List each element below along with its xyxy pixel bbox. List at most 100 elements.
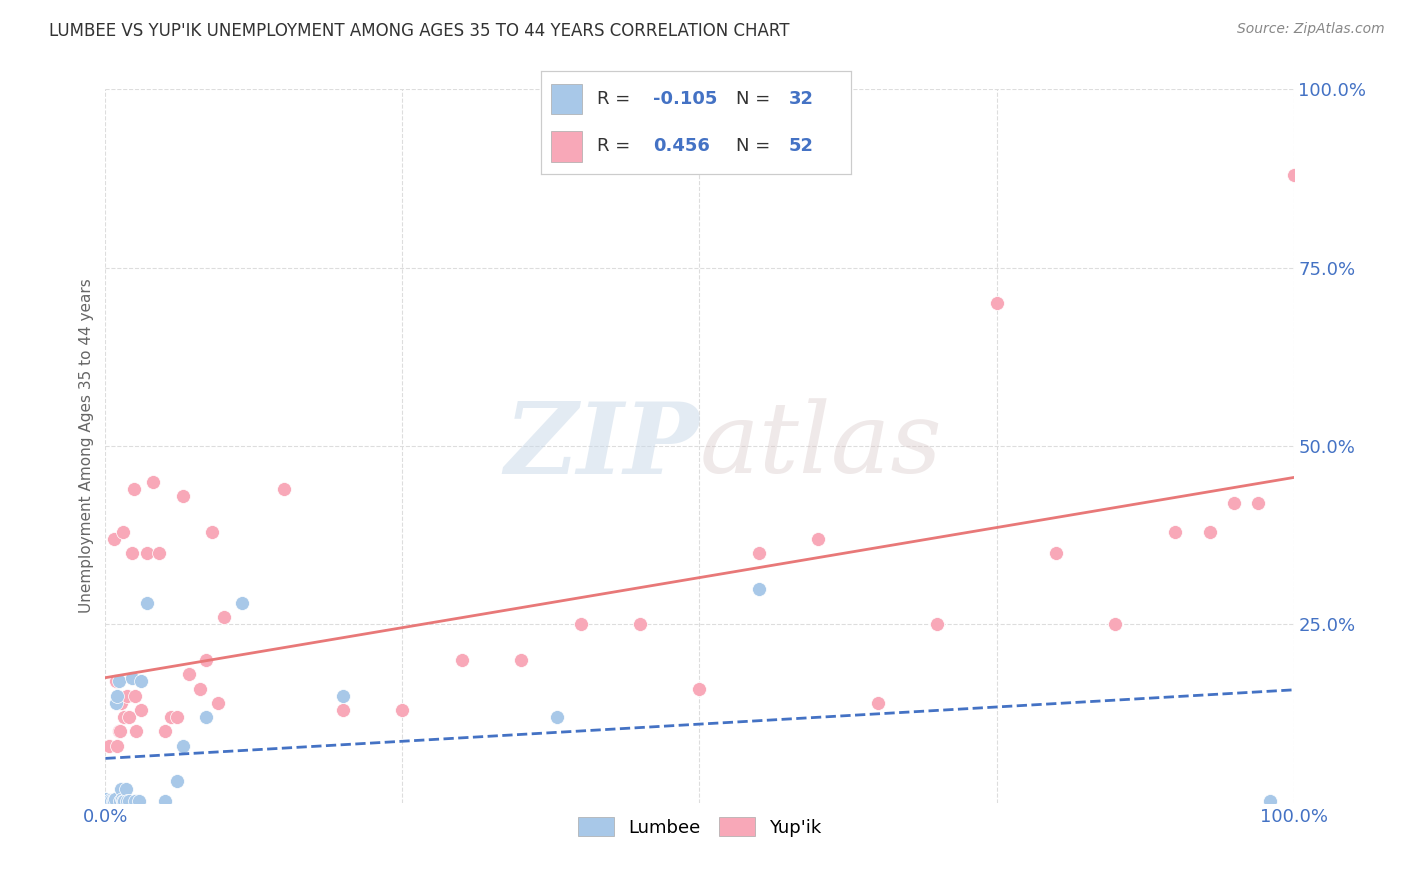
Text: 0.456: 0.456	[652, 137, 710, 155]
Point	[159, 710, 181, 724]
Point	[1199, 524, 1222, 539]
Point	[107, 724, 129, 739]
Point	[231, 596, 253, 610]
Y-axis label: Unemployment Among Ages 35 to 44 years: Unemployment Among Ages 35 to 44 years	[79, 278, 94, 614]
Point	[103, 532, 125, 546]
Text: 52: 52	[789, 137, 814, 155]
Text: N =: N =	[737, 137, 776, 155]
Text: Source: ZipAtlas.com: Source: ZipAtlas.com	[1237, 22, 1385, 37]
Point	[115, 689, 138, 703]
Point	[201, 524, 224, 539]
Point	[1247, 496, 1270, 510]
Point	[748, 582, 770, 596]
Point	[1258, 794, 1281, 808]
Point	[391, 703, 413, 717]
Text: LUMBEE VS YUP'IK UNEMPLOYMENT AMONG AGES 35 TO 44 YEARS CORRELATION CHART: LUMBEE VS YUP'IK UNEMPLOYMENT AMONG AGES…	[49, 22, 790, 40]
Point	[207, 696, 229, 710]
Point	[172, 489, 194, 503]
Point	[105, 739, 128, 753]
Point	[98, 793, 121, 807]
Point	[569, 617, 592, 632]
Point	[986, 296, 1008, 310]
Point	[100, 794, 122, 808]
Point	[866, 696, 889, 710]
Point	[689, 681, 711, 696]
Bar	[551, 84, 582, 114]
Point	[172, 739, 194, 753]
Point	[112, 794, 135, 808]
Point	[105, 696, 128, 710]
Text: atlas: atlas	[700, 399, 942, 493]
Point	[142, 475, 165, 489]
Point	[153, 794, 176, 808]
Point	[510, 653, 533, 667]
Point	[136, 596, 159, 610]
Point	[332, 703, 354, 717]
Point	[118, 710, 141, 724]
Point	[94, 792, 117, 806]
Point	[98, 794, 121, 808]
Point	[104, 794, 127, 808]
Point	[273, 482, 295, 496]
Point	[148, 546, 170, 560]
Point	[166, 774, 188, 789]
Point	[125, 724, 148, 739]
Point	[112, 524, 135, 539]
Point	[110, 781, 132, 796]
Point	[111, 792, 134, 806]
Point	[114, 781, 136, 796]
Point	[1164, 524, 1187, 539]
Text: -0.105: -0.105	[652, 90, 717, 108]
Point	[128, 794, 150, 808]
Point	[177, 667, 200, 681]
Text: R =: R =	[598, 137, 636, 155]
Point	[114, 710, 136, 724]
Text: ZIP: ZIP	[505, 398, 700, 494]
Point	[103, 794, 125, 808]
Point	[450, 653, 472, 667]
Point	[124, 689, 146, 703]
Point	[195, 710, 218, 724]
Point	[110, 696, 132, 710]
Point	[121, 546, 143, 560]
Point	[108, 724, 131, 739]
Point	[105, 689, 128, 703]
Point	[214, 610, 236, 624]
Point	[332, 689, 354, 703]
Point	[98, 739, 121, 753]
Point	[546, 710, 568, 724]
Point	[1045, 546, 1067, 560]
Text: R =: R =	[598, 90, 636, 108]
Point	[114, 794, 136, 808]
Legend: Lumbee, Yup'ik: Lumbee, Yup'ik	[571, 810, 828, 844]
Point	[807, 532, 830, 546]
Point	[628, 617, 651, 632]
Point	[111, 794, 134, 808]
Point	[748, 546, 770, 560]
Point	[108, 794, 131, 808]
Point	[115, 794, 138, 808]
Point	[153, 724, 176, 739]
Point	[107, 674, 129, 689]
Point	[105, 674, 128, 689]
Point	[100, 794, 122, 808]
Point	[122, 482, 145, 496]
Bar	[551, 131, 582, 161]
Point	[129, 703, 152, 717]
Point	[121, 671, 143, 685]
Point	[925, 617, 948, 632]
Point	[101, 794, 124, 808]
Text: N =: N =	[737, 90, 776, 108]
Text: 32: 32	[789, 90, 814, 108]
Point	[1282, 168, 1305, 182]
Point	[136, 546, 159, 560]
Point	[190, 681, 212, 696]
Point	[124, 794, 146, 808]
Point	[129, 674, 152, 689]
Point	[166, 710, 188, 724]
Point	[104, 792, 127, 806]
Point	[1104, 617, 1126, 632]
Point	[118, 794, 141, 808]
Point	[1223, 496, 1246, 510]
Point	[195, 653, 218, 667]
